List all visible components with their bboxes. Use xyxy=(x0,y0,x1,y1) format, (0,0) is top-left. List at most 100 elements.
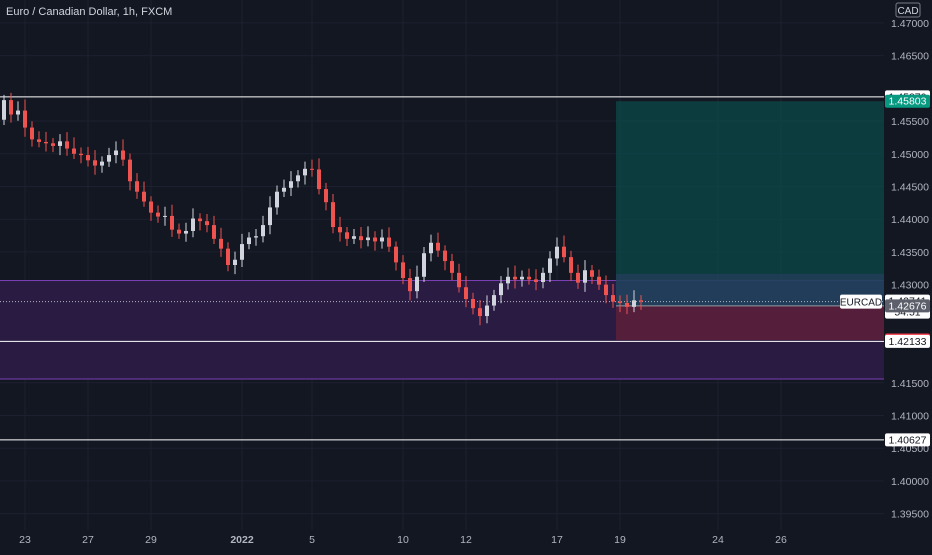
candle-body xyxy=(394,246,398,263)
y-tick-label: 1.41500 xyxy=(891,378,929,390)
candle-body xyxy=(282,187,286,192)
candle-body xyxy=(632,300,636,307)
candle xyxy=(219,227,223,257)
y-tick-label: 1.43000 xyxy=(891,280,929,292)
y-tick-label: 1.45000 xyxy=(891,149,929,161)
candle-body xyxy=(79,153,83,156)
candle-body xyxy=(625,302,629,307)
candle xyxy=(639,295,643,310)
candle xyxy=(184,222,188,242)
x-tick-label: 19 xyxy=(614,534,626,546)
y-tick-label: 1.44000 xyxy=(891,214,929,226)
candle-body xyxy=(478,308,482,317)
stop-zone[interactable] xyxy=(616,305,884,341)
candle-body xyxy=(513,276,517,280)
candle-body xyxy=(86,155,90,161)
candle-body xyxy=(205,221,209,226)
candle-body xyxy=(422,253,426,277)
candle xyxy=(100,156,104,173)
candle xyxy=(177,223,181,239)
x-tick-label: 5 xyxy=(309,534,315,546)
candle-body xyxy=(51,143,55,146)
candle-body xyxy=(352,236,356,239)
candle xyxy=(513,265,517,289)
candle xyxy=(436,232,440,257)
chart-title: Euro / Canadian Dollar, 1h, FXCM xyxy=(6,6,173,18)
x-tick-label: 26 xyxy=(775,534,787,546)
candle xyxy=(422,247,426,283)
candle-body xyxy=(247,237,251,245)
candle-body xyxy=(415,276,419,292)
price-label-target[interactable] xyxy=(885,94,930,108)
price-label-white[interactable] xyxy=(885,433,930,447)
candle-body xyxy=(275,191,279,208)
candle-body xyxy=(604,284,608,296)
candle-body xyxy=(72,148,76,154)
candle xyxy=(583,260,587,292)
candle xyxy=(142,181,146,207)
candle xyxy=(548,251,552,283)
candle-body xyxy=(2,100,6,120)
candle xyxy=(289,171,293,196)
currency-label: CAD xyxy=(897,6,918,17)
candle-body xyxy=(9,100,13,115)
candle xyxy=(72,137,76,159)
candle xyxy=(569,250,573,282)
candle-body xyxy=(191,218,195,231)
candle xyxy=(394,241,398,271)
candle xyxy=(9,92,13,123)
candle-body xyxy=(366,237,370,241)
candle-body xyxy=(548,258,552,273)
candle-body xyxy=(541,272,545,283)
price-label-gray[interactable] xyxy=(885,299,930,313)
candle xyxy=(86,146,90,167)
candle xyxy=(107,147,111,167)
candle-body xyxy=(37,139,41,142)
candle xyxy=(121,139,125,166)
candle xyxy=(79,147,83,164)
candle-body xyxy=(555,246,559,259)
candle-body xyxy=(23,110,27,128)
symbol-tag[interactable] xyxy=(840,294,882,309)
price-label-text: 1.45803 xyxy=(889,96,927,108)
candle-body xyxy=(198,218,202,222)
candle xyxy=(240,233,244,267)
candle xyxy=(380,229,384,249)
price-label-white[interactable] xyxy=(885,334,930,348)
candle xyxy=(44,131,48,152)
candle-body xyxy=(485,305,489,317)
y-tick-label: 1.39500 xyxy=(891,509,929,521)
candle xyxy=(604,275,608,304)
candle xyxy=(2,94,6,125)
candle-body xyxy=(303,168,307,176)
candle-body xyxy=(457,272,461,288)
candle xyxy=(464,276,468,308)
candle-body xyxy=(58,141,62,146)
candle xyxy=(16,101,20,121)
x-tick-label: 12 xyxy=(460,534,472,546)
x-tick-label: 23 xyxy=(19,534,31,546)
candle xyxy=(597,269,601,290)
candle xyxy=(30,121,34,147)
candle-body xyxy=(254,236,258,238)
candle xyxy=(135,173,139,199)
candle xyxy=(226,242,230,272)
candle-body xyxy=(569,257,573,273)
currency-badge[interactable] xyxy=(895,2,921,18)
candle-body xyxy=(534,279,538,283)
candle-body xyxy=(576,272,580,283)
candle xyxy=(632,290,636,313)
candle xyxy=(51,138,55,153)
candle-body xyxy=(163,215,167,217)
candle xyxy=(499,276,503,304)
entry-band xyxy=(616,273,884,306)
target-zone[interactable] xyxy=(616,101,884,306)
candle xyxy=(338,216,342,242)
price-label-text: 1.42133 xyxy=(889,336,927,348)
candle-body xyxy=(471,299,475,309)
symbol-tag-text: EURCAD xyxy=(840,298,882,309)
candle-body xyxy=(121,150,125,160)
candle-body xyxy=(562,246,566,258)
